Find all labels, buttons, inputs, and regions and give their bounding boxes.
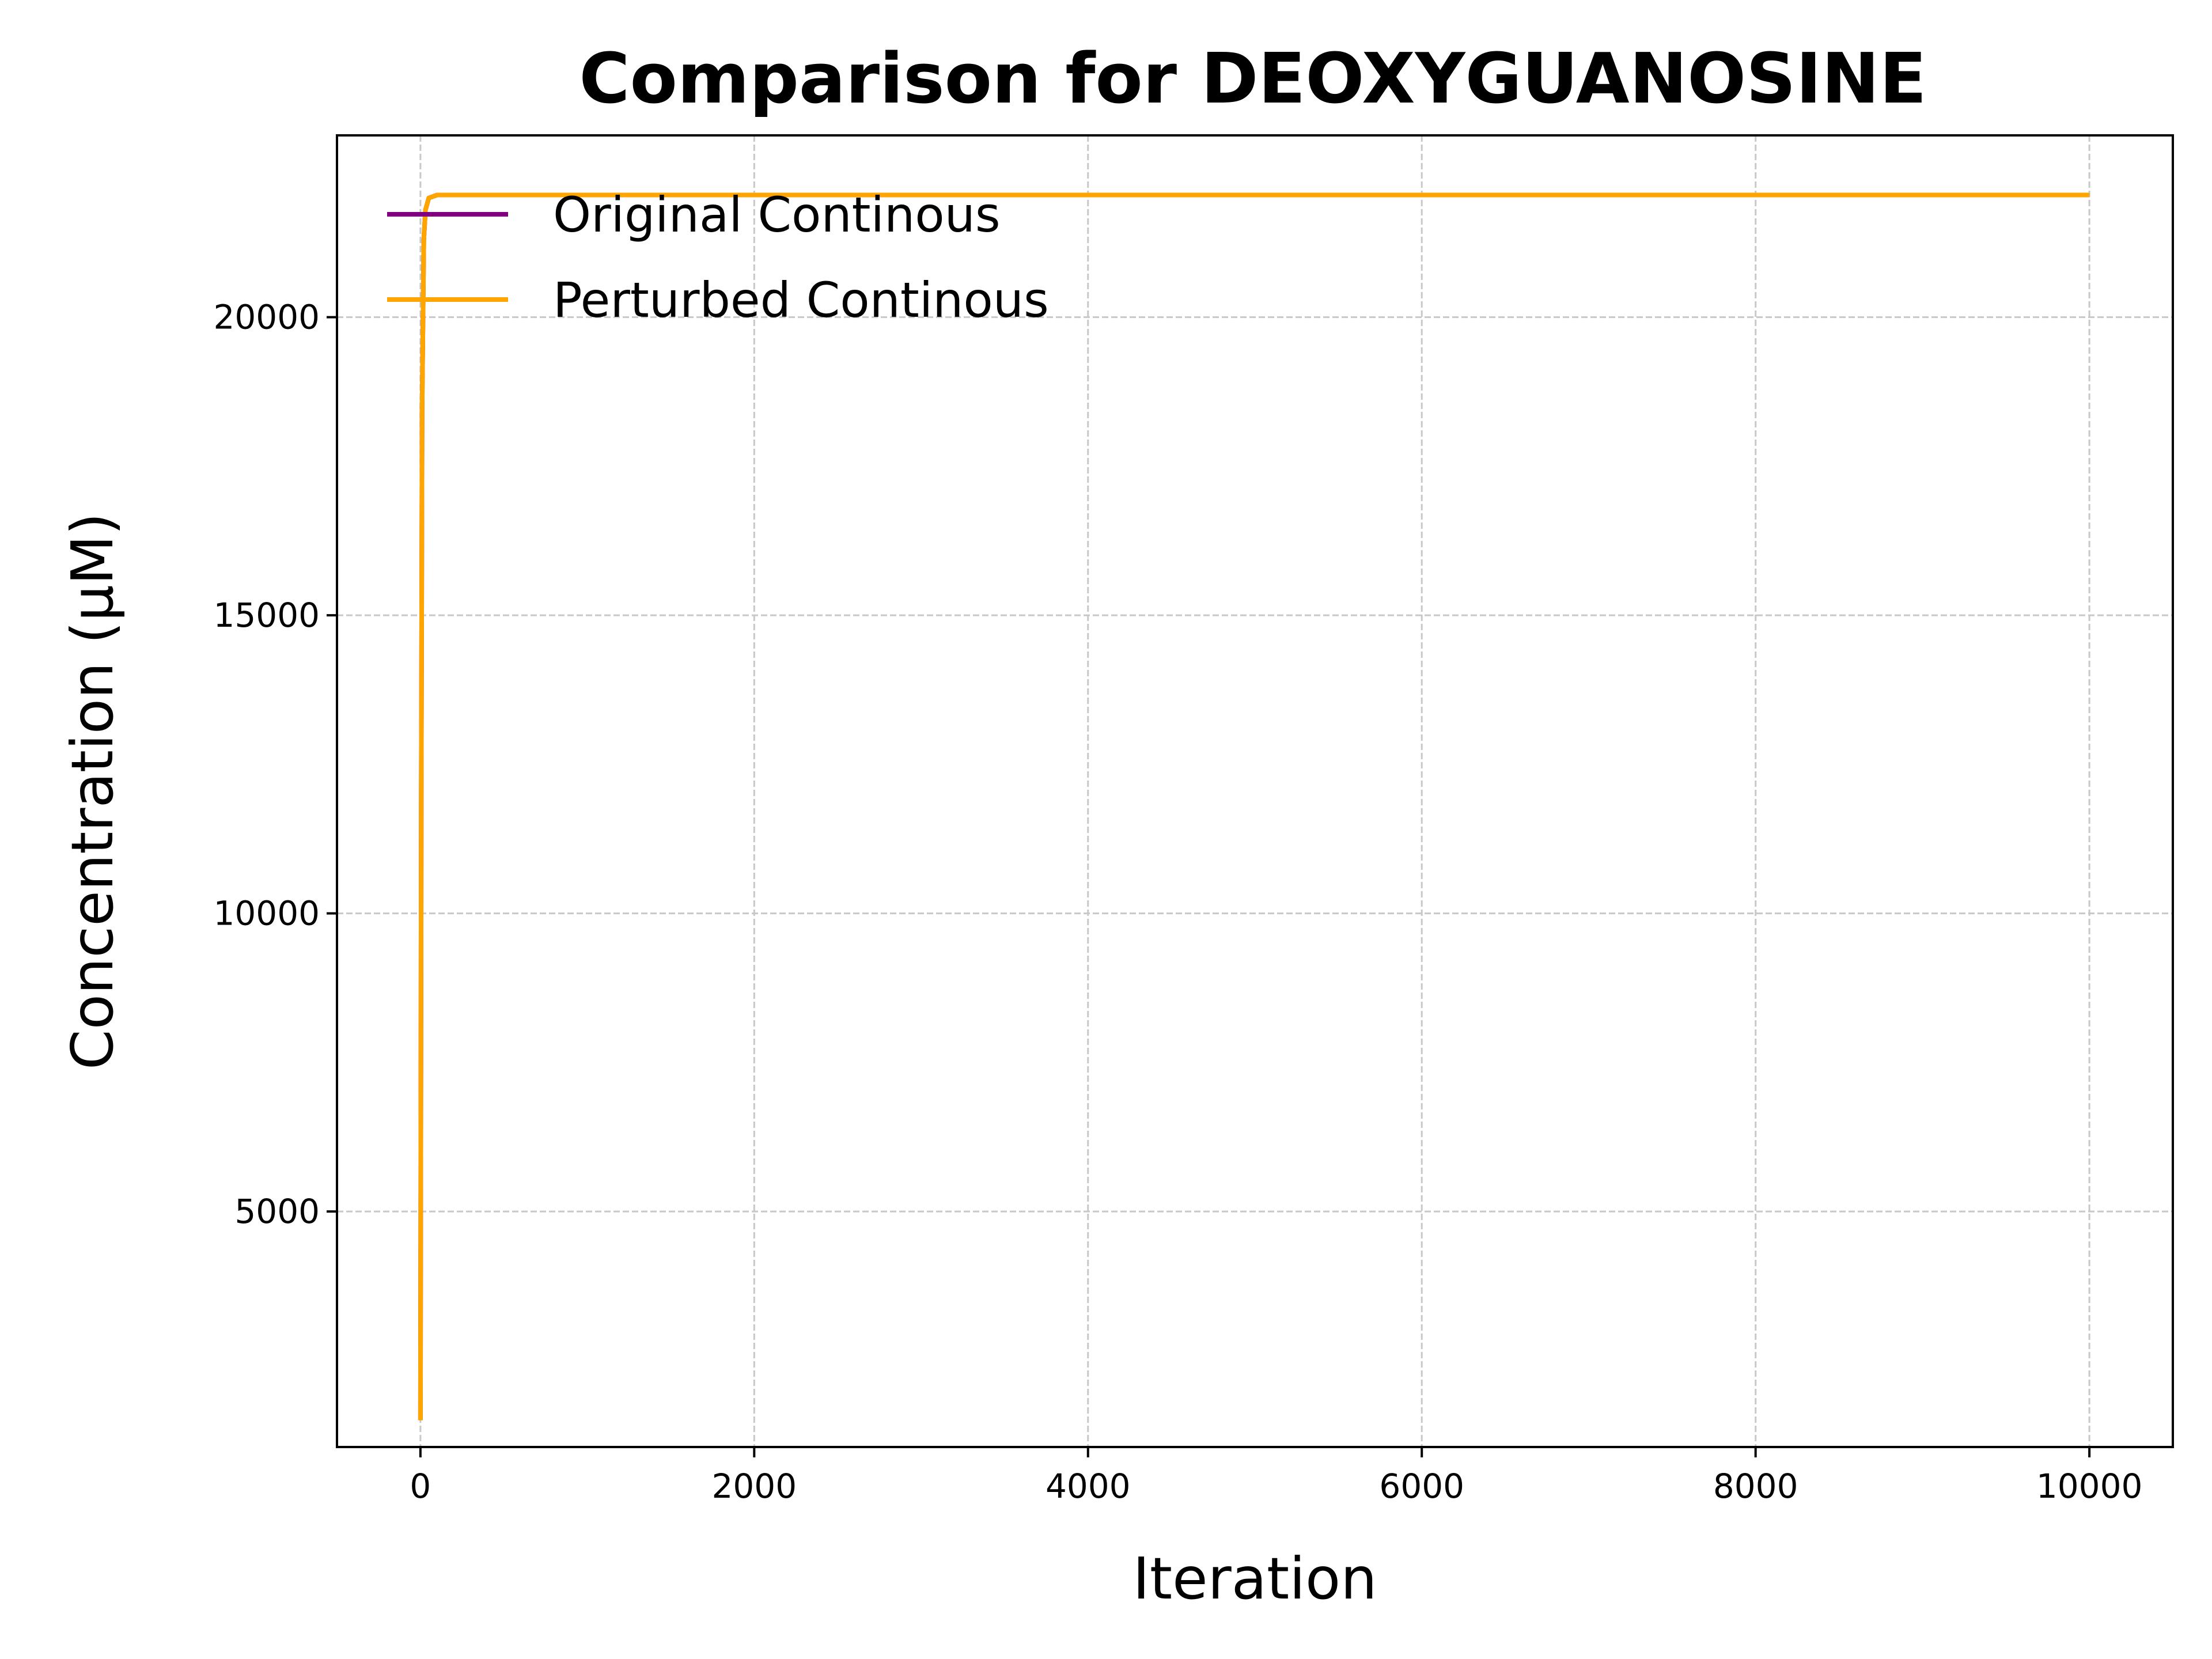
y-tick-label: 5000 bbox=[234, 1192, 320, 1231]
x-tick-label: 4000 bbox=[1046, 1467, 1131, 1506]
x-tick-label: 0 bbox=[410, 1467, 431, 1506]
series-line-original bbox=[418, 192, 2090, 1421]
plot-frame bbox=[336, 134, 2174, 1448]
plot-series bbox=[418, 192, 2090, 1421]
x-tick-label: 10000 bbox=[2036, 1467, 2143, 1506]
axis-ticks: 0 2000 4000 6000 8000 10000 5000 10000 15000 2000… bbox=[213, 298, 2142, 1506]
y-tick-label: 10000 bbox=[213, 894, 320, 933]
series-line-perturbed bbox=[418, 192, 2090, 1421]
legend-label-perturbed: Perturbed Continous bbox=[553, 272, 1049, 328]
chart-title: Comparison for DEOXYGUANOSINE bbox=[579, 39, 1926, 119]
x-tick-label: 2000 bbox=[712, 1467, 797, 1506]
y-tick-label: 15000 bbox=[213, 596, 320, 635]
y-axis-label: Concentration (μM) bbox=[59, 513, 126, 1070]
legend-label-original: Original Continous bbox=[553, 187, 1001, 243]
legend: Original Continous Perturbed Continous bbox=[387, 187, 1049, 328]
x-tick-label: 8000 bbox=[1713, 1467, 1798, 1506]
x-axis-label: Iteration bbox=[1132, 1545, 1377, 1612]
x-tick-label: 6000 bbox=[1379, 1467, 1464, 1506]
grid-lines bbox=[337, 135, 2173, 1447]
y-tick-label: 20000 bbox=[213, 298, 320, 337]
